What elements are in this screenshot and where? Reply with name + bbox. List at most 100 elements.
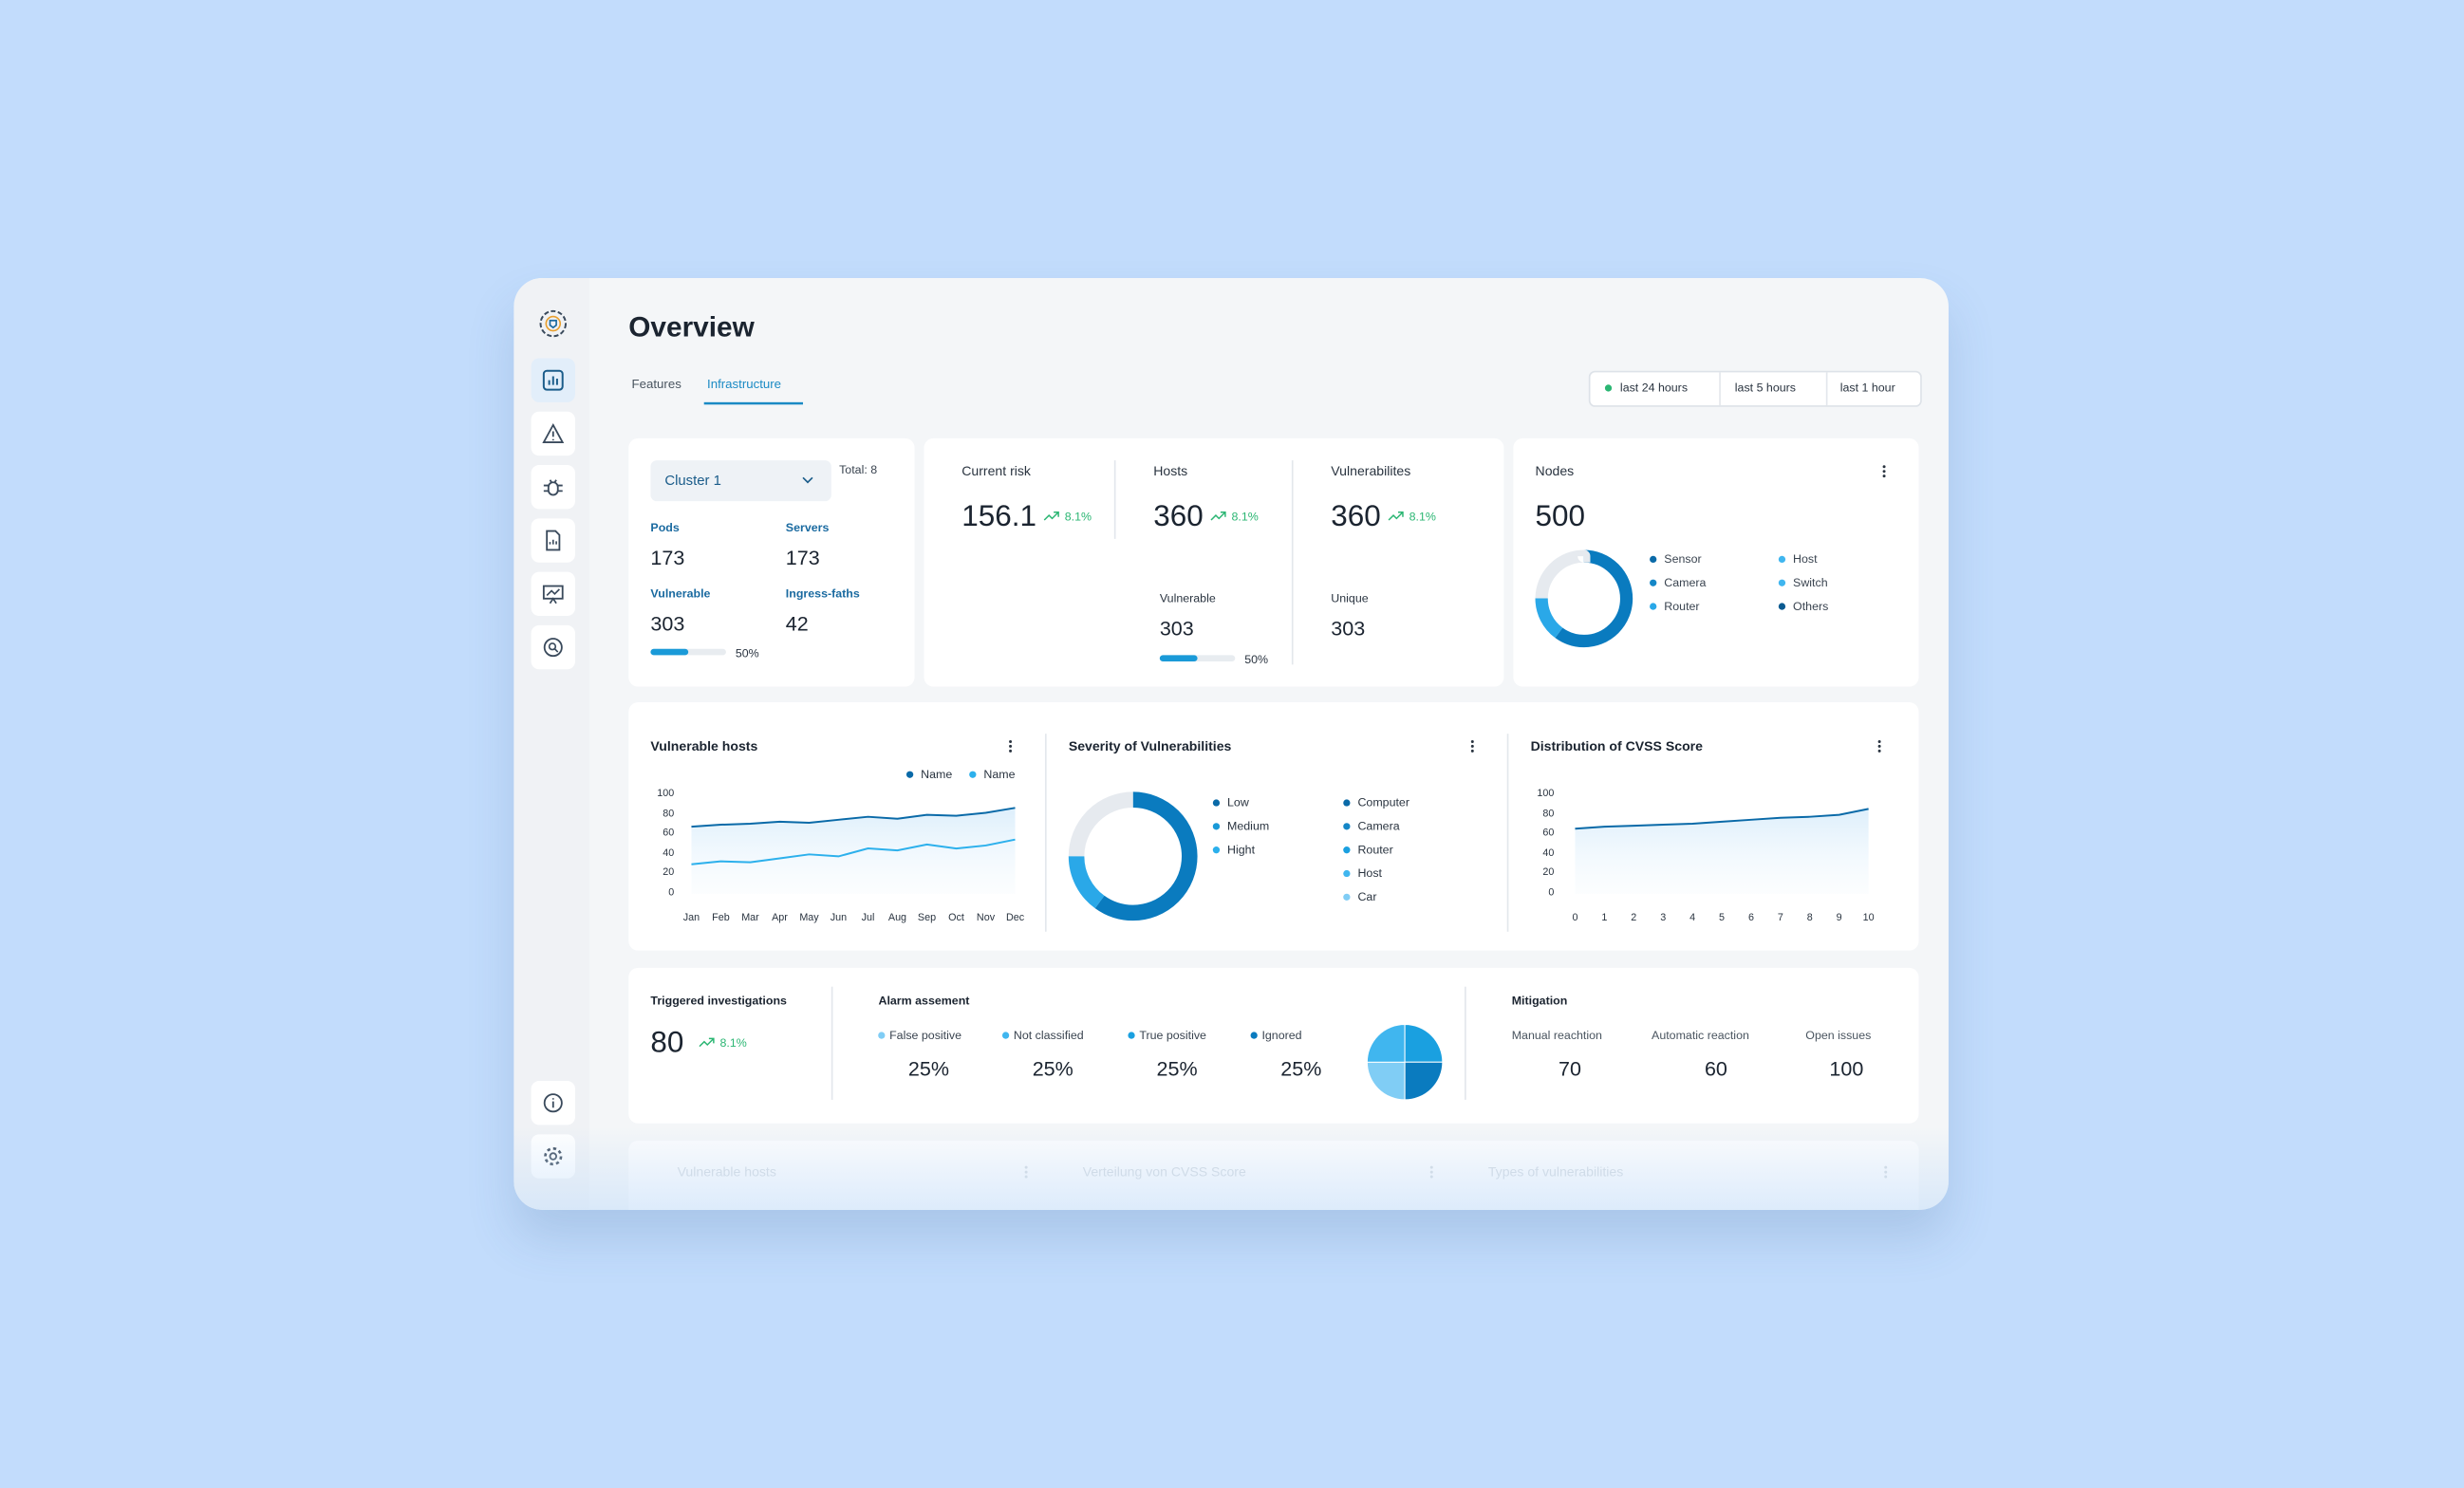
time-filter-group: [1588, 370, 1922, 407]
investigations-change: 8.1%: [719, 1035, 747, 1051]
area-fill: [1575, 809, 1869, 895]
kpi-sub-value: 303: [1331, 616, 1366, 641]
menu-dot: [1882, 474, 1886, 478]
nav-bugs[interactable]: [531, 465, 575, 510]
legend-label: Host: [1357, 865, 1382, 881]
section-title: Triggered investigations: [650, 993, 787, 1008]
nav-presentation[interactable]: [531, 571, 575, 616]
menu-dot: [1877, 749, 1881, 753]
mitigation-label: Open issues: [1805, 1028, 1872, 1043]
legend-dot: [878, 1032, 886, 1039]
legend-dot: [1650, 555, 1657, 564]
alarm-value: 25%: [907, 1056, 950, 1081]
legend-label: Switch: [1793, 575, 1828, 590]
x-tick-label: Jul: [861, 912, 875, 924]
nav-alerts[interactable]: [531, 411, 575, 456]
y-tick-label: 0: [668, 887, 675, 899]
progress-fill: [650, 648, 689, 656]
legend-label: Hight: [1227, 842, 1256, 857]
x-tick-label: Dec: [1005, 912, 1025, 924]
time-filter[interactable]: last 5 hours: [1734, 381, 1796, 395]
legend-label: Medium: [1227, 818, 1270, 833]
menu-dot: [1882, 465, 1886, 469]
y-tick-label: 0: [1548, 887, 1555, 899]
section-title: Mitigation: [1511, 993, 1568, 1008]
legend-dot: [1343, 893, 1351, 901]
legend-label: Car: [1357, 889, 1377, 904]
progress-label: 50%: [735, 645, 759, 660]
time-filter[interactable]: last 1 hour: [1839, 381, 1895, 395]
y-tick-label: 20: [663, 867, 675, 879]
y-tick-label: 60: [663, 828, 675, 839]
legend-label: False positive: [889, 1028, 962, 1043]
divider: [1291, 460, 1294, 665]
tab[interactable]: Features: [631, 377, 681, 392]
x-tick-label: Jan: [682, 912, 700, 924]
legend-dot: [1212, 846, 1221, 854]
y-tick-label: 40: [663, 847, 675, 859]
menu-dot: [1009, 749, 1013, 753]
x-tick-label: 0: [1572, 912, 1578, 924]
kpi-card: [924, 437, 1504, 687]
mitigation-value: 100: [1829, 1056, 1864, 1081]
legend-label: Low: [1227, 795, 1249, 810]
nav-reports[interactable]: [531, 518, 575, 563]
kpi-value: 156.1: [961, 500, 1036, 534]
legend-dot: [1212, 799, 1221, 807]
legend-label: Name: [983, 767, 1016, 782]
stat-value: 173: [650, 546, 685, 570]
x-tick-label: 7: [1777, 912, 1783, 924]
legend-dot: [1778, 603, 1786, 610]
kpi-change: 8.1%: [1231, 509, 1259, 524]
legend-label: Computer: [1357, 795, 1409, 810]
tab[interactable]: Infrastructure: [707, 377, 782, 392]
legend-label: Not classified: [1013, 1028, 1084, 1043]
stat-label: Servers: [785, 520, 830, 535]
sidebar: [513, 278, 589, 1210]
investigations-value: 80: [650, 1026, 684, 1060]
legend-dot: [905, 771, 914, 778]
nav-search[interactable]: [531, 624, 575, 670]
x-tick-label: 2: [1631, 912, 1637, 924]
pie-slice: [1404, 1061, 1444, 1101]
kpi-sub-label: Unique: [1331, 590, 1369, 605]
alarm-value: 25%: [1156, 1056, 1198, 1081]
time-filter[interactable]: last 24 hours: [1619, 381, 1689, 395]
nodes-title: Nodes: [1535, 462, 1575, 479]
trend-icon: [1210, 511, 1226, 521]
legend-dot: [1250, 1032, 1258, 1039]
trend-icon: [699, 1037, 715, 1048]
x-tick-label: 4: [1689, 912, 1696, 924]
stat-label: Vulnerable: [650, 586, 711, 601]
divider: [1506, 734, 1509, 932]
chart-title: Distribution of CVSS Score: [1530, 737, 1703, 754]
legend-label: True positive: [1139, 1028, 1206, 1043]
alarm-value: 25%: [1280, 1056, 1322, 1081]
legend-dot: [1343, 869, 1351, 878]
cluster-select[interactable]: [650, 460, 831, 502]
stat-value: 173: [785, 546, 820, 570]
nav-dashboard[interactable]: [531, 358, 575, 402]
kpi-value: 360: [1331, 500, 1381, 534]
nav-info[interactable]: [531, 1081, 575, 1125]
donut-segment: [1535, 549, 1633, 648]
progress-fill: [1159, 655, 1198, 662]
section-title: Alarm assement: [878, 993, 970, 1008]
trend-icon: [1388, 511, 1404, 521]
y-tick-label: 60: [1542, 828, 1555, 839]
menu-dot: [1009, 744, 1013, 748]
x-tick-label: Aug: [887, 912, 907, 924]
pie-slice: [1366, 1023, 1406, 1063]
x-tick-label: Sep: [917, 912, 937, 924]
line-series: [1575, 808, 1869, 830]
chart-title: Severity of Vulnerabilities: [1068, 737, 1232, 754]
y-tick-label: 100: [657, 788, 675, 800]
divider: [1465, 986, 1466, 1100]
kpi-label: Current risk: [961, 462, 1031, 479]
legend-dot: [1778, 555, 1786, 564]
tab-underline: [703, 401, 804, 405]
stat-label: Ingress-faths: [785, 586, 860, 601]
x-tick-label: Mar: [741, 912, 759, 924]
